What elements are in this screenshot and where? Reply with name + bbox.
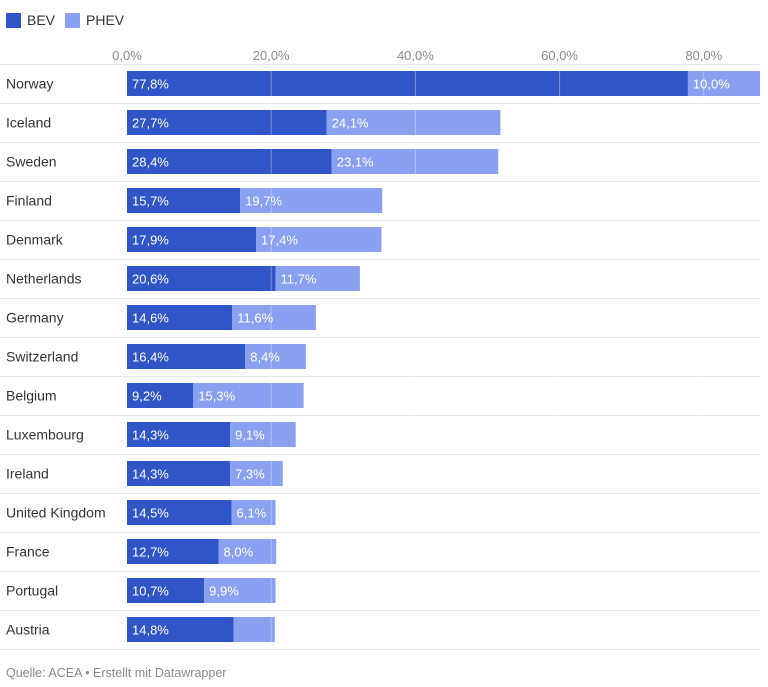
- legend-item-bev: BEV: [6, 12, 55, 28]
- category-label: Ireland: [6, 466, 49, 482]
- data-label-phev: 15,3%: [198, 389, 235, 404]
- legend-item-phev: PHEV: [65, 12, 124, 28]
- bar-bev: [127, 422, 231, 447]
- x-tick-label: 60,0%: [541, 48, 578, 63]
- data-label-bev: 16,4%: [132, 350, 169, 365]
- bar-bev: [127, 188, 241, 213]
- data-label-phev: 6,1%: [237, 506, 267, 521]
- bar-phev: [193, 383, 304, 408]
- category-label: Finland: [6, 193, 52, 209]
- x-tick-label: 80,0%: [685, 48, 722, 63]
- data-label-phev: 23,1%: [337, 155, 374, 170]
- bar-phev: [687, 71, 760, 96]
- bar-phev: [204, 578, 276, 603]
- bar-phev: [231, 500, 276, 525]
- data-label-bev: 14,5%: [132, 506, 169, 521]
- category-label: Portugal: [6, 583, 58, 599]
- category-label: Switzerland: [6, 349, 78, 365]
- bar-phev: [230, 461, 283, 486]
- data-label-bev: 77,8%: [132, 77, 169, 92]
- data-label-bev: 27,7%: [132, 116, 169, 131]
- data-label-phev: 10,0%: [693, 77, 730, 92]
- legend-swatch-phev: [65, 12, 81, 28]
- data-label-phev: 8,4%: [250, 350, 280, 365]
- x-tick-label: 40,0%: [397, 48, 434, 63]
- data-label-bev: 14,3%: [132, 428, 169, 443]
- source-note: Quelle: ACEA • Erstellt mit Datawrapper: [6, 666, 227, 680]
- data-label-bev: 14,3%: [132, 467, 169, 482]
- data-label-bev: 20,6%: [132, 272, 169, 287]
- bar-phev: [233, 617, 275, 642]
- data-label-phev: 9,1%: [235, 428, 265, 443]
- data-label-phev: 19,7%: [245, 194, 282, 209]
- data-label-bev: 17,9%: [132, 233, 169, 248]
- category-label: Sweden: [6, 154, 57, 170]
- legend: BEV PHEV: [6, 12, 134, 28]
- bar-bev: [127, 266, 276, 291]
- data-label-bev: 28,4%: [132, 155, 169, 170]
- bar-phev: [256, 227, 382, 252]
- x-tick-label: 20,0%: [253, 48, 290, 63]
- category-label: Norway: [6, 76, 53, 92]
- category-label: Belgium: [6, 388, 57, 404]
- bar-phev: [245, 344, 306, 369]
- category-label: France: [6, 544, 50, 560]
- category-label: Luxembourg: [6, 427, 84, 443]
- data-label-phev: 7,3%: [235, 467, 265, 482]
- bar-phev: [275, 266, 360, 291]
- bar-phev: [331, 149, 499, 174]
- x-tick-label: 0,0%: [112, 48, 142, 63]
- data-label-bev: 12,7%: [132, 545, 169, 560]
- data-label-phev: 24,1%: [332, 116, 369, 131]
- category-label: Germany: [6, 310, 64, 326]
- data-label-bev: 14,6%: [132, 311, 169, 326]
- data-label-bev: 15,7%: [132, 194, 169, 209]
- bar-phev: [240, 188, 383, 213]
- data-label-phev: 17,4%: [261, 233, 298, 248]
- bar-phev: [218, 539, 277, 564]
- bar-bev: [127, 305, 233, 330]
- bar-bev: [127, 383, 194, 408]
- bar-bev: [127, 617, 234, 642]
- bar-bev: [127, 539, 219, 564]
- category-label: Denmark: [6, 232, 64, 248]
- legend-swatch-bev: [6, 12, 21, 28]
- bar-bev: [127, 110, 327, 135]
- category-label: Iceland: [6, 115, 51, 131]
- bar-bev: [127, 578, 205, 603]
- data-label-phev: 11,7%: [281, 272, 317, 287]
- bar-bev: [127, 227, 257, 252]
- bar-phev: [230, 422, 296, 447]
- bar-phev: [326, 110, 501, 135]
- legend-label-bev: BEV: [27, 12, 56, 28]
- legend-label-phev: PHEV: [86, 12, 125, 28]
- data-label-phev: 11,6%: [237, 311, 273, 326]
- data-label-bev: 9,2%: [132, 389, 162, 404]
- data-label-bev: 14,8%: [132, 623, 169, 638]
- data-label-phev: 8,0%: [224, 545, 254, 560]
- category-label: Austria: [6, 622, 50, 638]
- bar-bev: [127, 500, 232, 525]
- data-label-phev: 9,9%: [209, 584, 239, 599]
- category-label: United Kingdom: [6, 505, 106, 521]
- bar-bev: [127, 71, 688, 96]
- bar-bev: [127, 344, 246, 369]
- data-label-bev: 10,7%: [132, 584, 169, 599]
- bar-bev: [127, 461, 231, 486]
- stacked-bar-chart: 0,0% 20,0% 40,0% 60,0% 80,0% Norway 77,8% 10,0%…: [0, 48, 760, 650]
- category-label: Netherlands: [6, 271, 82, 287]
- bar-bev: [127, 149, 332, 174]
- bar-phev: [232, 305, 316, 330]
